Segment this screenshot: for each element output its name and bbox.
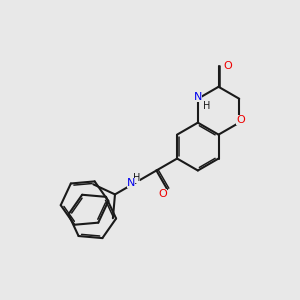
Text: N: N [127,178,135,188]
Text: O: O [159,189,167,199]
Text: O: O [236,115,244,124]
Text: H: H [133,173,140,183]
Text: O: O [223,61,232,71]
Text: H: H [203,101,210,111]
Text: N: N [194,92,202,102]
